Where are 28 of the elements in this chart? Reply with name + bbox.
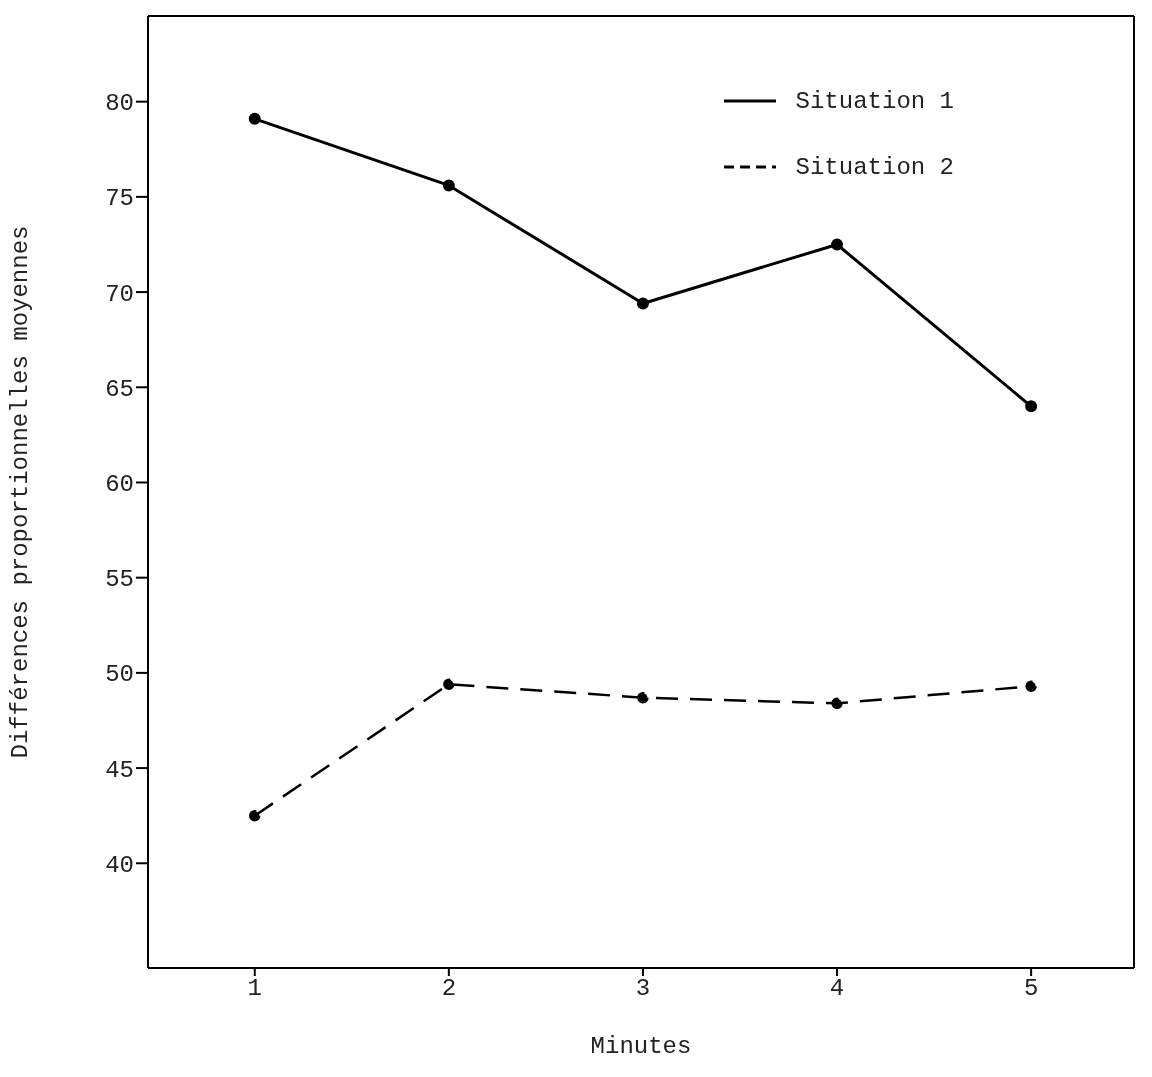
- point: [1025, 400, 1038, 413]
- y-tick-label: 50: [105, 661, 134, 689]
- y-tick-label: 65: [105, 375, 134, 403]
- point: [637, 691, 649, 704]
- x-tick-label: 5: [1023, 975, 1039, 1003]
- point: [249, 809, 261, 822]
- y-axis-title: Différences proportionnelles moyennes: [6, 225, 34, 759]
- x-axis-title: Minutes: [590, 1033, 692, 1060]
- y-tick-label: 45: [105, 756, 134, 784]
- point: [248, 112, 261, 125]
- legend-label: Situation 1: [795, 87, 954, 115]
- y-tick-label: 40: [105, 851, 134, 879]
- point: [831, 697, 843, 710]
- x-tick-label: 2: [441, 975, 457, 1003]
- y-tick-label: 75: [105, 185, 134, 213]
- point: [443, 678, 455, 691]
- x-tick-label: 1: [247, 975, 262, 1003]
- point: [636, 297, 649, 310]
- y-tick-label: 60: [105, 471, 134, 498]
- point: [831, 238, 844, 251]
- point: [442, 179, 455, 192]
- x-tick-label: 3: [635, 975, 651, 1003]
- y-tick-label: 80: [105, 90, 134, 118]
- x-tick-label: 4: [829, 975, 845, 1003]
- y-tick-label: 70: [105, 280, 134, 308]
- legend-label: Situation 2: [795, 153, 954, 181]
- point: [1025, 680, 1037, 692]
- y-tick-label: 55: [105, 566, 134, 594]
